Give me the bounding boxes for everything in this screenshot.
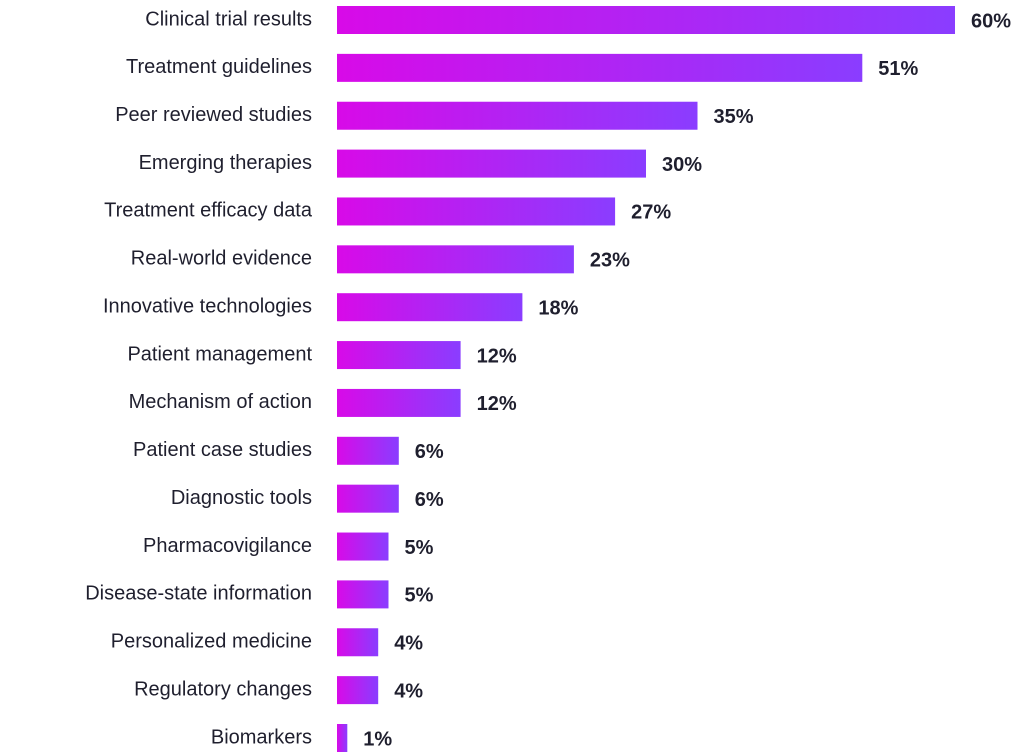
bar — [337, 101, 698, 130]
value-label: 23% — [590, 250, 630, 272]
category-label: Treatment efficacy data — [104, 200, 313, 222]
value-label: 12% — [477, 393, 517, 415]
category-label: Patient case studies — [133, 439, 312, 461]
category-label: Personalized medicine — [111, 631, 312, 653]
bar — [337, 6, 955, 34]
category-label: Biomarkers — [211, 726, 312, 748]
category-label: Clinical trial results — [145, 8, 312, 30]
category-label: Peer reviewed studies — [115, 104, 312, 126]
value-label: 5% — [405, 585, 434, 607]
bar — [337, 676, 379, 705]
bar — [337, 532, 389, 561]
bar — [337, 628, 379, 657]
category-label: Emerging therapies — [139, 152, 312, 174]
value-label: 18% — [538, 297, 578, 319]
category-label: Disease-state information — [85, 583, 312, 605]
category-label: Real-world evidence — [131, 248, 312, 270]
value-label: 4% — [394, 680, 423, 702]
value-label: 27% — [631, 202, 671, 224]
value-label: 1% — [363, 728, 392, 750]
bar — [337, 53, 863, 82]
bar — [337, 724, 348, 752]
bar — [337, 484, 399, 513]
bar — [337, 197, 616, 226]
bar — [337, 293, 523, 322]
value-label: 60% — [971, 10, 1011, 32]
category-label: Mechanism of action — [129, 391, 312, 413]
value-label: 5% — [405, 537, 434, 559]
bar — [337, 341, 461, 370]
category-label: Diagnostic tools — [171, 487, 312, 509]
value-label: 4% — [394, 633, 423, 655]
category-label: Regulatory changes — [134, 678, 312, 700]
value-label: 6% — [415, 489, 444, 511]
bar — [337, 245, 574, 274]
bar — [337, 436, 399, 465]
value-label: 51% — [878, 58, 918, 80]
bar — [337, 580, 389, 609]
value-label: 12% — [477, 345, 517, 367]
value-label: 30% — [662, 154, 702, 176]
value-label: 35% — [714, 106, 754, 128]
category-label: Pharmacovigilance — [143, 535, 312, 557]
category-label: Patient management — [127, 343, 312, 365]
bar — [337, 149, 646, 178]
value-label: 6% — [415, 441, 444, 463]
category-label: Treatment guidelines — [126, 56, 312, 78]
bar — [337, 388, 461, 417]
category-label: Innovative technologies — [103, 295, 312, 317]
